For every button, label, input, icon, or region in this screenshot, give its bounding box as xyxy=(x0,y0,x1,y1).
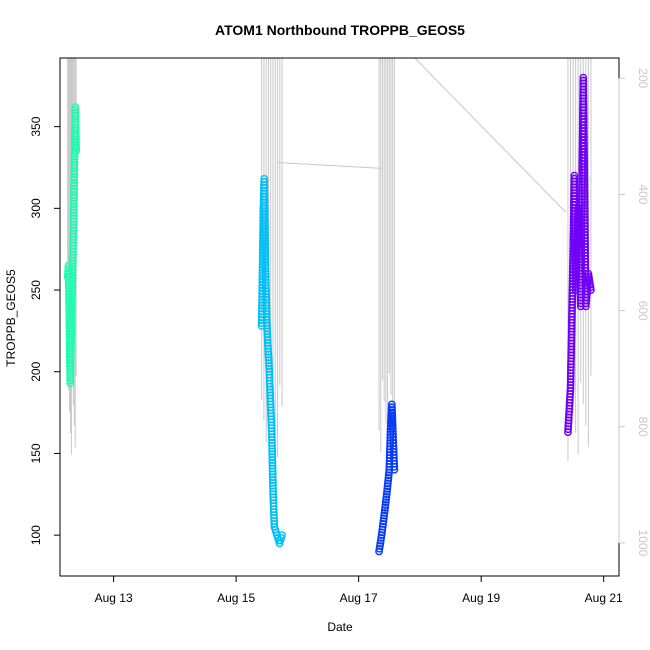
y-axis-label: TROPPB_GEOS5 xyxy=(4,269,18,367)
data-point xyxy=(379,514,388,523)
secondary-trace-line xyxy=(414,57,566,213)
y2-tick-label: 600 xyxy=(636,301,650,321)
data-point xyxy=(278,531,286,540)
data-point xyxy=(383,482,392,491)
x-tick-label: Aug 15 xyxy=(217,591,255,605)
data-point xyxy=(377,531,386,540)
data-point xyxy=(382,493,391,501)
x-tick-label: Aug 21 xyxy=(585,591,623,605)
x-tick-label: Aug 17 xyxy=(340,591,378,605)
data-point xyxy=(381,503,390,512)
plot-frame xyxy=(59,57,620,577)
data-point xyxy=(384,471,393,480)
y-tick-label: 350 xyxy=(29,116,43,136)
y2-tick-label: 200 xyxy=(636,68,650,88)
y-tick-label: 250 xyxy=(29,280,43,300)
y2-tick-label: 800 xyxy=(636,417,650,437)
data-point xyxy=(387,416,395,425)
data-point xyxy=(378,522,387,531)
chart-title: ATOM1 Northbound TROPPB_GEOS5 xyxy=(215,22,465,38)
data-point xyxy=(384,474,393,482)
data-point xyxy=(381,501,390,509)
data-point xyxy=(382,490,391,499)
data-point xyxy=(379,517,388,526)
data-point xyxy=(72,147,81,156)
x-tick-label: Aug 19 xyxy=(462,591,500,605)
data-point xyxy=(378,528,386,537)
x-tick-label: Aug 13 xyxy=(95,591,133,605)
axes-layer: Aug 13 Aug 15 Aug 17 Aug 19 Aug 21 100 150 200 2… xyxy=(29,68,650,605)
data-point xyxy=(378,525,387,534)
secondary-trace-layer xyxy=(67,57,592,462)
data-point xyxy=(380,508,389,517)
secondary-trace-line xyxy=(276,162,382,169)
y-tick-label: 150 xyxy=(29,443,43,463)
y-tick-label: 300 xyxy=(29,198,43,218)
x-axis-label: Date xyxy=(327,620,353,634)
data-point xyxy=(383,479,392,488)
data-point xyxy=(390,462,399,471)
data-point xyxy=(386,419,395,428)
data-point xyxy=(383,487,391,496)
data-point xyxy=(390,465,399,474)
data-point xyxy=(380,511,389,520)
data-point xyxy=(382,495,390,504)
data-point xyxy=(380,506,389,515)
y-tick-label: 100 xyxy=(29,525,43,545)
data-point xyxy=(587,286,595,294)
data-point xyxy=(379,520,387,528)
series-layer xyxy=(63,73,595,556)
data-point xyxy=(384,476,393,485)
data-point xyxy=(381,498,390,507)
y2-tick-label: 1000 xyxy=(636,530,650,557)
data-point xyxy=(383,484,392,493)
data-point xyxy=(72,144,81,153)
y2-tick-label: 400 xyxy=(636,184,650,204)
y-tick-label: 200 xyxy=(29,361,43,381)
